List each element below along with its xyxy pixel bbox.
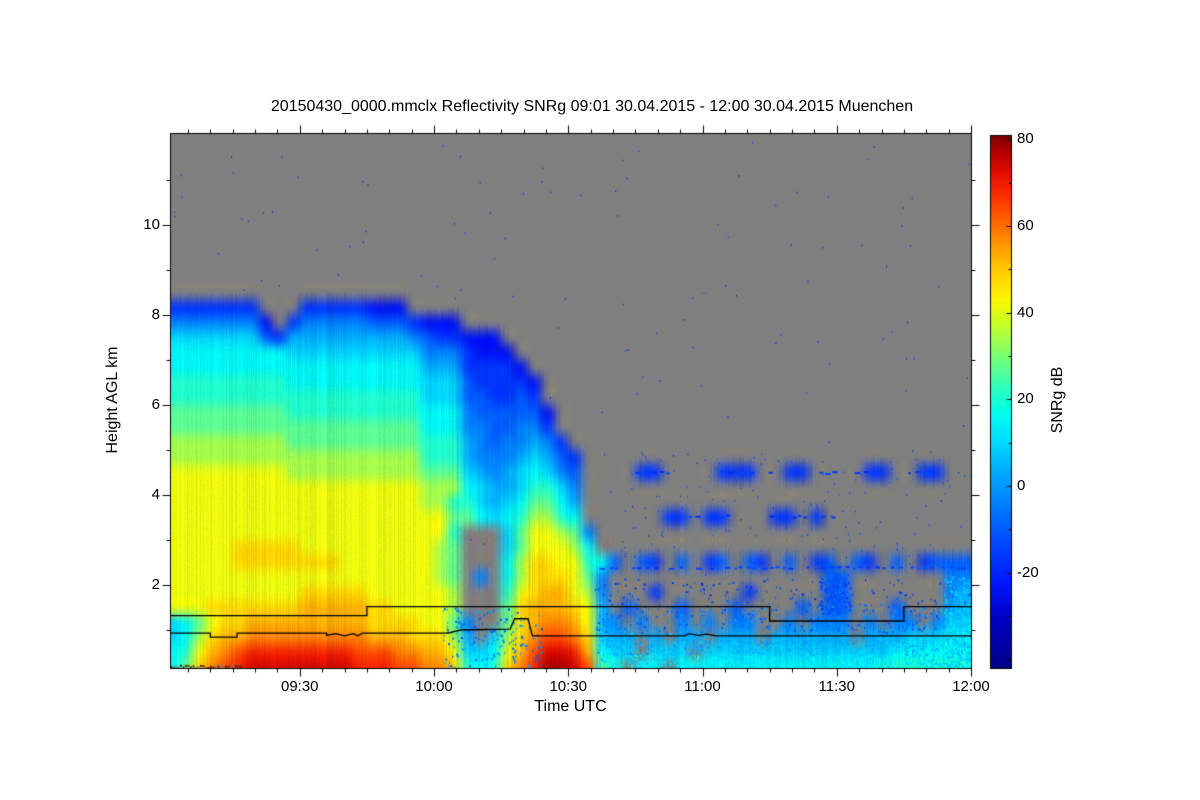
x-axis-label: Time UTC: [534, 698, 607, 715]
colorbar-tick-label: 60: [1017, 217, 1034, 234]
x-axis-tick-label: 09:30: [280, 678, 319, 695]
y-axis-tick-label: 2: [151, 576, 160, 593]
y-axis-tick-label: 8: [151, 306, 160, 323]
colorbar-tick-label: 40: [1017, 303, 1034, 321]
x-axis-tick-label: 10:30: [549, 678, 588, 695]
x-axis-tick-label: 11:00: [684, 678, 721, 695]
y-axis-tick-label: 4: [151, 486, 160, 503]
x-axis-tick-label: 10:00: [415, 678, 453, 695]
y-axis-tick-label: 10: [143, 216, 160, 233]
x-axis-tick-label: 12:00: [952, 678, 990, 695]
plot-title: 20150430_0000.mmclx Reflectivity SNRg 09…: [270, 98, 914, 115]
colorbar-tick-label: 80: [1017, 130, 1034, 148]
colorbar-tick-label: -20: [1017, 563, 1039, 581]
y-axis-tick-label: 6: [151, 396, 160, 413]
colorbar-tick-label: 0: [1017, 477, 1026, 494]
x-axis-tick-label: 11:30: [818, 678, 855, 695]
colorbar-tick-label: 20: [1017, 390, 1034, 408]
